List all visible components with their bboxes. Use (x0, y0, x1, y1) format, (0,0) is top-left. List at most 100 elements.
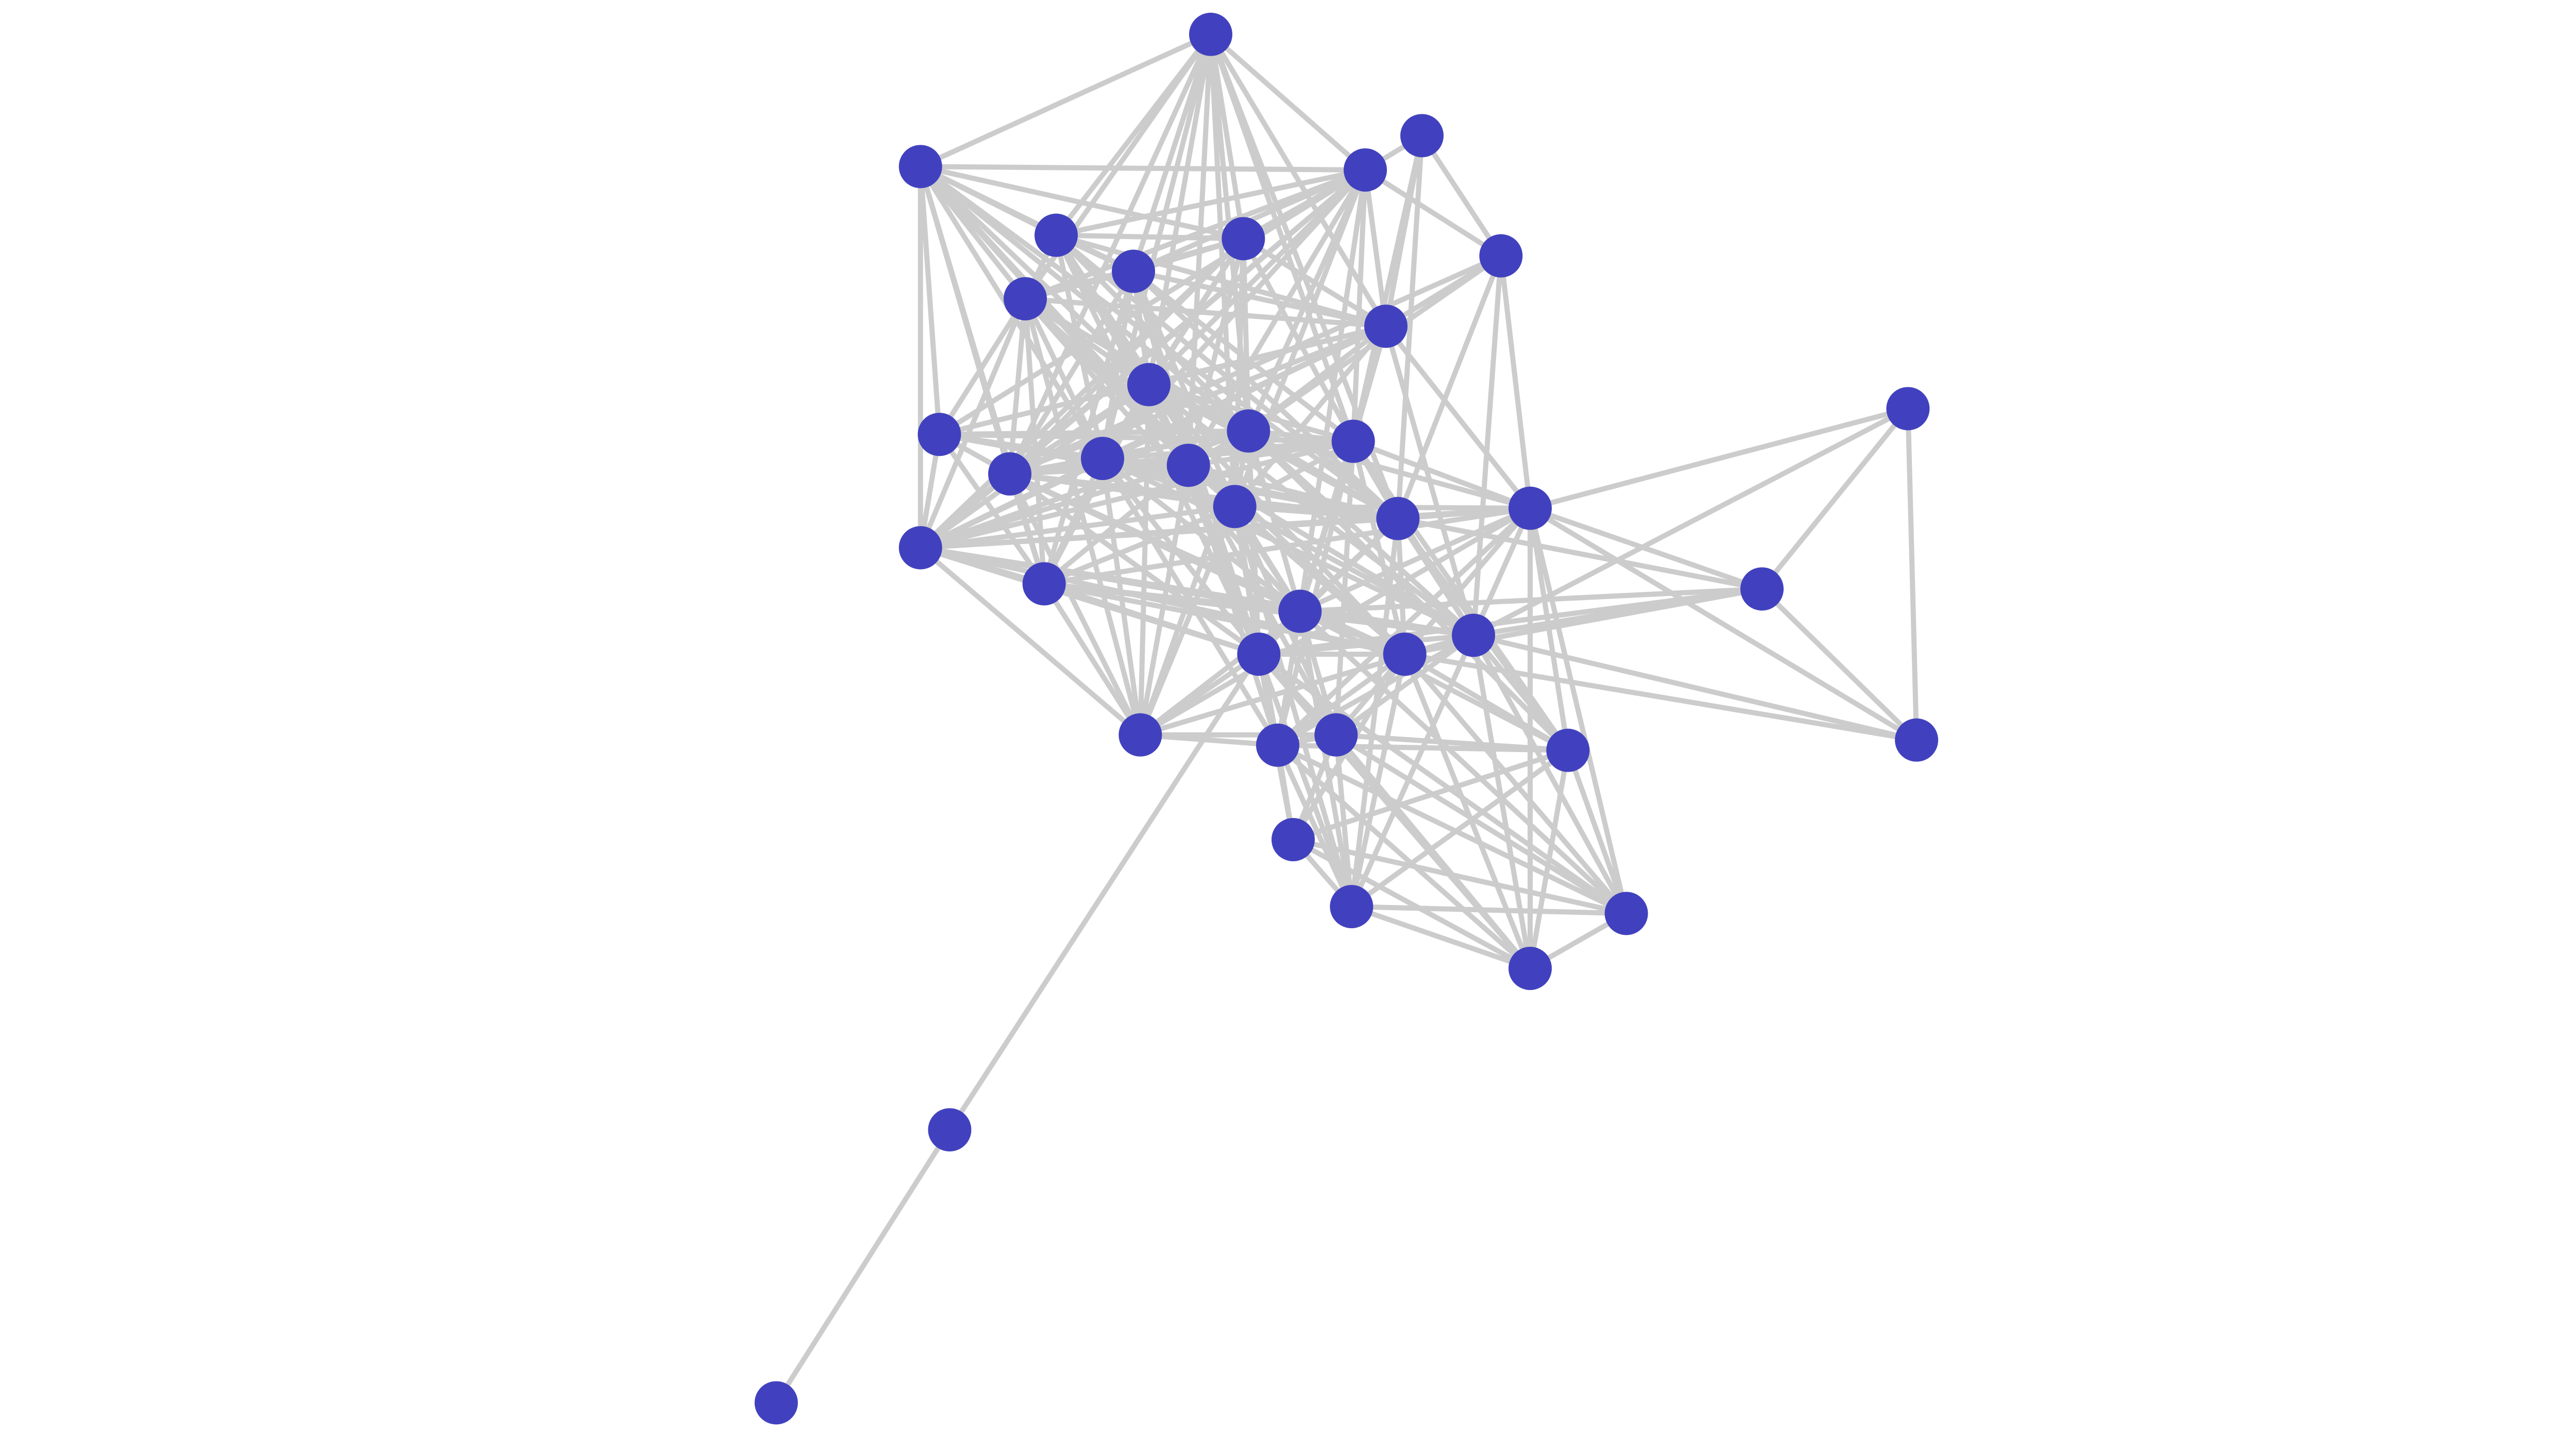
node-15[interactable] (1166, 444, 1210, 487)
node-10[interactable] (1364, 304, 1408, 348)
node-33[interactable] (1546, 728, 1590, 772)
edge-1-10 (1208, 33, 1388, 328)
node-24[interactable] (899, 526, 942, 570)
edge-23-29 (1472, 633, 1918, 743)
edge-29-36 (1471, 634, 1629, 915)
edge-33-34 (1292, 747, 1569, 842)
node-16[interactable] (1227, 409, 1270, 453)
node-4[interactable] (1400, 114, 1444, 158)
edge-20-29 (1471, 507, 1533, 637)
edge-1-13 (1007, 33, 1213, 475)
node-18[interactable] (1213, 485, 1257, 529)
node-22[interactable] (1740, 567, 1784, 611)
node-29[interactable] (1452, 613, 1495, 657)
node-12[interactable] (918, 413, 961, 456)
edge-35-37 (1350, 904, 1531, 971)
edge-3-17 (1350, 169, 1368, 441)
node-3[interactable] (1344, 148, 1387, 192)
edge-14-17 (1102, 438, 1354, 461)
edge-9-12 (937, 297, 1028, 436)
edge-31-36 (1276, 743, 1628, 916)
edge-9-10 (1025, 296, 1386, 329)
node-25[interactable] (1022, 562, 1066, 606)
node-13[interactable] (988, 452, 1031, 496)
edge-28-31 (1276, 652, 1406, 747)
edge-6-7 (1056, 232, 1244, 242)
edge-1-3 (1209, 32, 1367, 172)
node-26[interactable] (1278, 589, 1322, 633)
edge-2-7 (920, 164, 1244, 242)
edge-18-30 (1138, 505, 1238, 736)
edge-7-10 (1242, 236, 1387, 329)
edge-33-36 (1565, 749, 1629, 915)
edge-11-30 (1138, 384, 1151, 735)
edge-7-15 (1185, 238, 1246, 466)
edge-20-36 (1528, 507, 1629, 914)
edge-34-37 (1292, 837, 1532, 971)
edge-17-18 (1233, 439, 1355, 509)
edge-11-24 (919, 382, 1150, 550)
node-5[interactable] (1479, 234, 1523, 278)
edge-20-22 (1529, 505, 1763, 592)
node-38[interactable] (928, 1108, 972, 1152)
node-32[interactable] (1314, 713, 1358, 757)
node-7[interactable] (1222, 217, 1265, 261)
edge-7-17 (1241, 237, 1356, 443)
edge-18-35 (1232, 505, 1354, 908)
edge-26-29 (1299, 608, 1474, 638)
node-11[interactable] (1127, 363, 1171, 406)
node-27[interactable] (1237, 633, 1281, 676)
edge-16-19 (1247, 429, 1399, 521)
edge-27-29 (1258, 633, 1474, 657)
edge-2-3 (920, 164, 1366, 173)
edge-8-17 (1131, 269, 1355, 444)
edge-28-36 (1402, 652, 1629, 915)
edge-18-24 (920, 504, 1235, 551)
node-1[interactable] (1189, 12, 1232, 56)
edge-28-37 (1402, 653, 1533, 969)
edge-17-28 (1350, 440, 1408, 655)
edge-25-30 (1042, 582, 1143, 737)
node-19[interactable] (1376, 497, 1420, 540)
node-20[interactable] (1509, 486, 1552, 530)
node-39[interactable] (754, 1381, 798, 1425)
edge-16-33 (1246, 429, 1570, 753)
edge-29-31 (1276, 633, 1475, 748)
edge-9-24 (918, 298, 1028, 549)
node-23[interactable] (1895, 718, 1938, 762)
node-31[interactable] (1256, 723, 1299, 767)
edge-20-26 (1299, 506, 1532, 614)
node-35[interactable] (1330, 885, 1374, 928)
edge-4-19 (1395, 135, 1425, 519)
edge-27-38 (947, 653, 1261, 1132)
edge-29-32 (1334, 633, 1475, 737)
edge-24-30 (919, 545, 1142, 737)
node-9[interactable] (1004, 277, 1047, 320)
edge-12-25 (937, 433, 1046, 586)
node-36[interactable] (1604, 892, 1648, 935)
edge-14-24 (919, 456, 1104, 550)
edge-10-20 (1384, 325, 1532, 510)
node-21[interactable] (1886, 387, 1930, 431)
edge-20-23 (1529, 506, 1918, 742)
edge-3-12 (938, 167, 1367, 437)
edge-34-36 (1292, 837, 1627, 916)
node-2[interactable] (899, 145, 942, 189)
node-8[interactable] (1112, 249, 1155, 293)
node-17[interactable] (1331, 419, 1375, 463)
edge-33-37 (1528, 749, 1571, 969)
edge-1-2 (919, 32, 1212, 169)
edge-21-22 (1760, 407, 1910, 591)
node-6[interactable] (1035, 213, 1078, 257)
edge-22-23 (1760, 587, 1919, 742)
edge-1-8 (1131, 33, 1213, 272)
node-28[interactable] (1383, 633, 1427, 676)
node-37[interactable] (1509, 947, 1552, 990)
node-30[interactable] (1118, 713, 1162, 757)
node-34[interactable] (1272, 818, 1315, 861)
edge-31-37 (1276, 743, 1532, 970)
edge-3-6 (1055, 167, 1366, 238)
edge-32-33 (1336, 732, 1568, 753)
node-14[interactable] (1081, 437, 1124, 480)
